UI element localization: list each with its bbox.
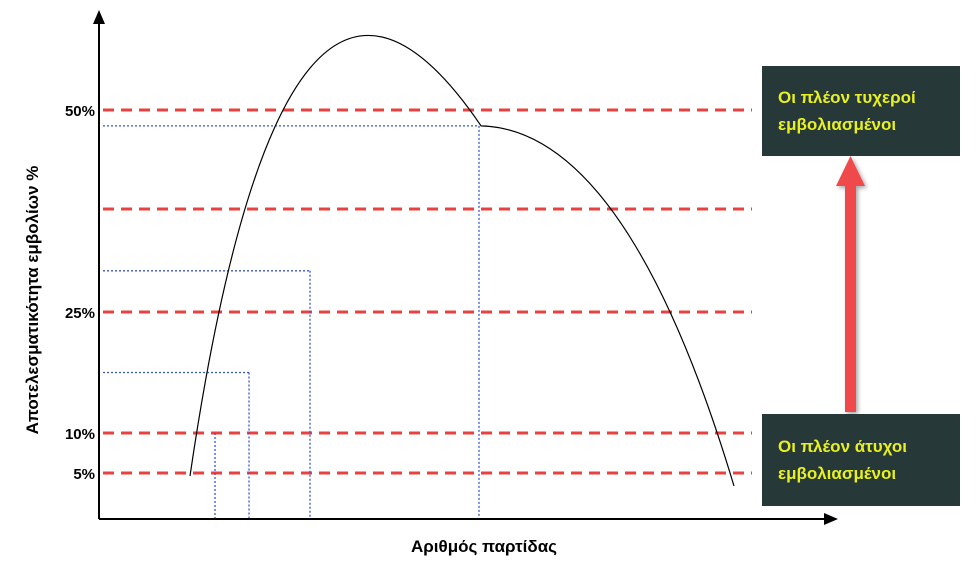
y-tick-label: 50% bbox=[65, 103, 95, 120]
callout-unluckiest-text: Οι πλέον άτυχοι εμβολιασμένοι bbox=[778, 437, 907, 483]
callout-unluckiest: Οι πλέον άτυχοι εμβολιασμένοι bbox=[762, 414, 960, 506]
y-tick-labels: 5% 10% 25% 50% bbox=[65, 103, 95, 483]
x-axis-label: Αριθμός παρτίδας bbox=[411, 537, 557, 556]
x-axis-arrowhead bbox=[824, 513, 838, 525]
y-axis-arrowhead bbox=[93, 10, 105, 24]
guide-lines bbox=[103, 125, 480, 519]
y-tick-label: 10% bbox=[65, 426, 95, 443]
upward-arrow bbox=[836, 156, 865, 412]
callout-luckiest-text: Οι πλέον τυχεροί εμβολιασμένοι bbox=[778, 88, 916, 134]
y-axis-label: Αποτελεσματικότητα εμβολίων % bbox=[23, 166, 42, 435]
reference-lines bbox=[103, 108, 752, 475]
y-tick-label: 5% bbox=[73, 466, 95, 483]
curve-line bbox=[189, 34, 735, 487]
callout-luckiest: Οι πλέον τυχεροί εμβολιασμένοι bbox=[762, 66, 960, 156]
y-tick-label: 25% bbox=[65, 305, 95, 322]
